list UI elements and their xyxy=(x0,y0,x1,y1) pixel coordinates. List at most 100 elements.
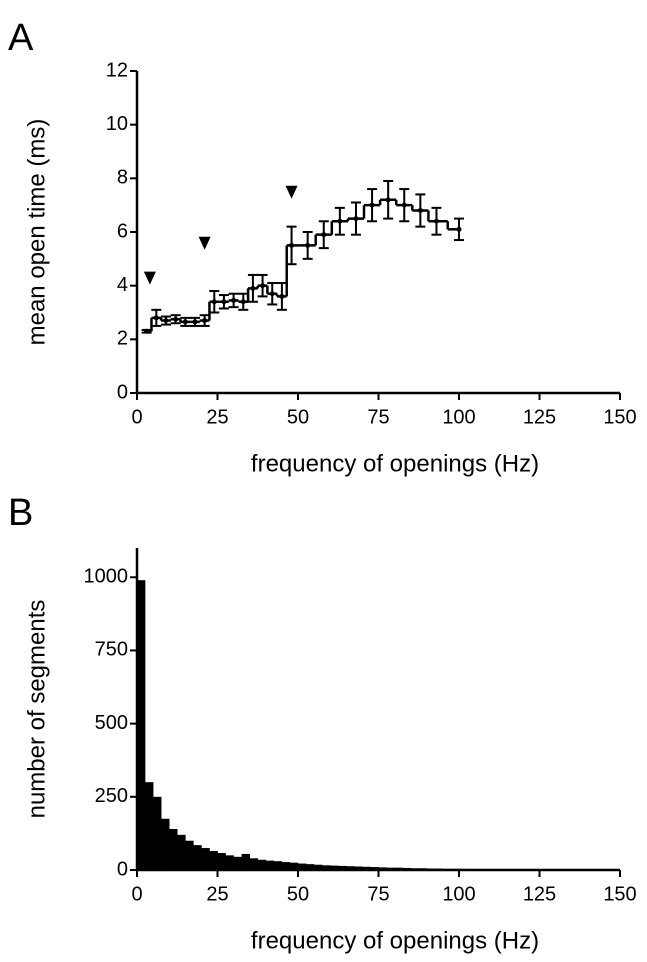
bar xyxy=(217,853,226,870)
point xyxy=(289,242,295,248)
point xyxy=(456,226,462,232)
x-tick-label: 125 xyxy=(523,883,556,905)
point xyxy=(260,283,266,289)
bar xyxy=(410,868,420,870)
y-tick-label: 0 xyxy=(117,858,128,880)
y-tick-label: 2 xyxy=(117,328,128,350)
bar xyxy=(137,580,146,870)
bar xyxy=(386,867,395,870)
x-tick-label: 100 xyxy=(442,883,475,905)
point xyxy=(385,197,391,203)
bar xyxy=(153,796,162,870)
point xyxy=(173,316,179,322)
bar xyxy=(185,840,194,870)
point xyxy=(353,216,359,222)
bar xyxy=(273,861,283,870)
bar xyxy=(249,858,259,870)
y-tick-label: 6 xyxy=(117,220,128,242)
y-tick-label: 4 xyxy=(117,274,128,296)
bar xyxy=(459,868,468,870)
bar xyxy=(499,869,508,870)
y-tick-label: 250 xyxy=(95,785,128,807)
point xyxy=(202,318,208,324)
x-tick-label: 125 xyxy=(523,406,556,428)
x-axis-label: frequency of openings (Hz) xyxy=(251,450,539,477)
point xyxy=(221,299,227,305)
bar xyxy=(354,866,363,870)
x-tick-label: 100 xyxy=(442,406,475,428)
y-tick-label: 750 xyxy=(95,639,128,661)
bar xyxy=(145,782,154,870)
bar xyxy=(161,818,170,870)
bar xyxy=(394,867,403,870)
y-axis-label: mean open time (ms) xyxy=(23,119,50,346)
bar xyxy=(450,868,460,870)
panel-label: B xyxy=(8,492,33,534)
bar xyxy=(467,869,476,870)
y-tick-label: 12 xyxy=(106,59,128,81)
x-tick-label: 75 xyxy=(367,883,389,905)
x-tick-label: 25 xyxy=(206,406,228,428)
bar xyxy=(289,862,299,870)
bar xyxy=(483,869,492,870)
point xyxy=(182,319,188,325)
point xyxy=(401,202,407,208)
y-tick-label: 10 xyxy=(106,113,128,135)
bar xyxy=(193,845,202,870)
bar xyxy=(491,869,500,870)
bar xyxy=(507,869,516,870)
bar xyxy=(257,859,267,870)
point xyxy=(163,318,169,324)
point xyxy=(321,232,327,238)
bar xyxy=(209,850,218,870)
bar xyxy=(314,864,323,870)
bar xyxy=(169,829,178,870)
bar xyxy=(475,869,484,870)
point xyxy=(305,242,311,248)
arrowhead xyxy=(143,271,156,285)
bar xyxy=(402,867,411,870)
x-tick-label: 50 xyxy=(287,406,309,428)
y-tick-label: 0 xyxy=(117,381,128,403)
point xyxy=(269,291,275,297)
bar xyxy=(370,867,379,870)
x-tick-label: 0 xyxy=(131,883,142,905)
bar xyxy=(330,865,339,870)
bar xyxy=(442,868,452,870)
y-tick-label: 8 xyxy=(117,167,128,189)
bar xyxy=(201,848,210,870)
point xyxy=(211,299,217,305)
arrowhead xyxy=(198,236,211,250)
bar xyxy=(233,856,242,870)
bar xyxy=(306,864,315,870)
point xyxy=(153,315,159,321)
bar xyxy=(346,866,355,870)
point xyxy=(240,299,246,305)
point xyxy=(279,293,285,299)
point xyxy=(250,285,256,291)
y-axis-label: number of segments xyxy=(23,600,50,819)
x-tick-label: 25 xyxy=(206,883,228,905)
point xyxy=(337,218,343,224)
bar xyxy=(338,865,347,870)
bar xyxy=(418,868,428,870)
panel-label: A xyxy=(8,17,34,59)
y-tick-label: 500 xyxy=(95,712,128,734)
bar xyxy=(241,853,250,870)
point xyxy=(417,208,423,214)
bar xyxy=(225,855,234,870)
x-tick-label: 150 xyxy=(603,406,636,428)
point xyxy=(433,218,439,224)
bar xyxy=(298,863,307,870)
point xyxy=(369,202,375,208)
point xyxy=(144,328,150,334)
point xyxy=(231,297,237,303)
bar xyxy=(515,869,524,870)
x-tick-label: 75 xyxy=(367,406,389,428)
bar xyxy=(281,862,291,870)
x-tick-label: 0 xyxy=(131,406,142,428)
bar xyxy=(378,867,387,870)
x-axis-label: frequency of openings (Hz) xyxy=(251,927,539,954)
x-tick-label: 50 xyxy=(287,883,309,905)
bar xyxy=(177,834,186,870)
